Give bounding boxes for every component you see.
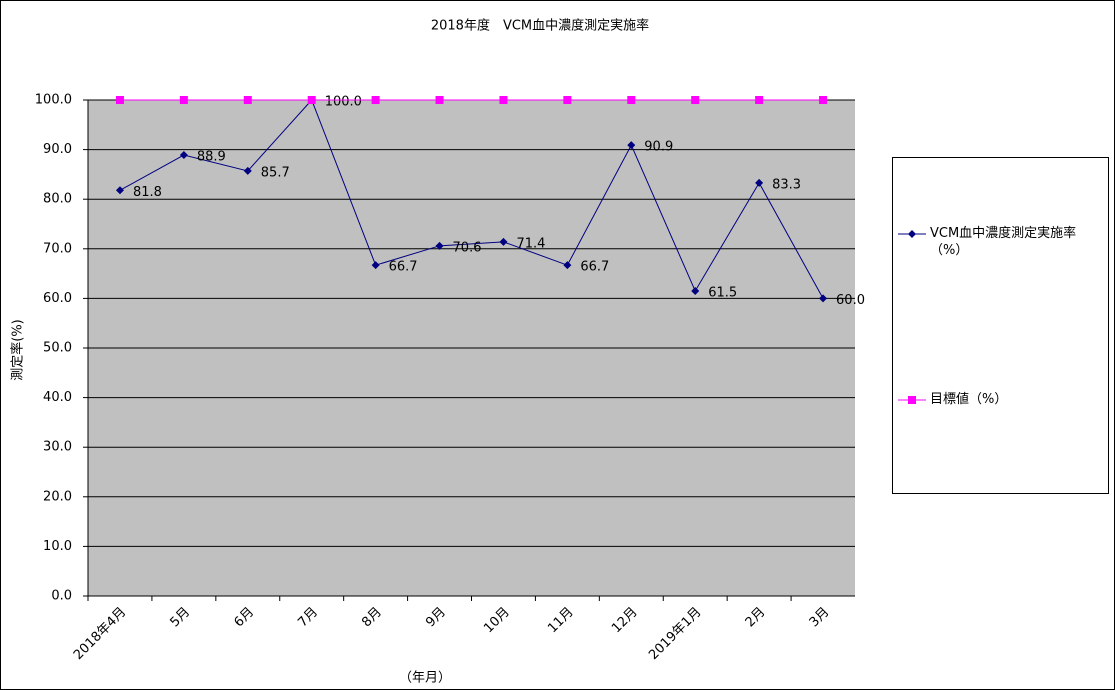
point <box>179 151 188 160</box>
y-tick-label: 90.0 <box>43 142 72 157</box>
point <box>627 96 636 104</box>
point <box>243 96 252 104</box>
legend-item: 目標値（%） <box>930 392 1008 407</box>
y-tick-label: 40.0 <box>43 390 72 405</box>
y-tick-label: 100.0 <box>35 93 72 108</box>
legend-label: 目標値（%） <box>930 392 1008 407</box>
y-axis-label: 測定率(%) <box>10 319 26 381</box>
data-label: 66.7 <box>389 260 418 275</box>
data-label: 85.7 <box>261 165 290 180</box>
point <box>819 294 828 303</box>
y-tick-label: 0.0 <box>51 589 72 604</box>
data-label: 88.9 <box>197 150 226 165</box>
point <box>371 261 380 270</box>
point <box>563 96 572 104</box>
data-label: 70.6 <box>453 240 482 255</box>
point <box>499 237 508 246</box>
line <box>119 99 824 299</box>
point <box>179 96 188 104</box>
legend-box <box>892 157 1109 494</box>
legend-label: VCM血中濃度測定実施率（%） <box>930 226 1077 258</box>
point <box>499 96 508 104</box>
y-tick-label: 50.0 <box>43 341 72 356</box>
data-label: 71.4 <box>516 236 545 251</box>
data-label: 60.0 <box>836 293 865 308</box>
point <box>691 286 700 295</box>
point <box>435 241 444 250</box>
point <box>243 166 252 175</box>
y-tick-label: 10.0 <box>43 539 72 554</box>
point <box>755 178 764 187</box>
point <box>563 261 572 270</box>
point <box>819 96 828 104</box>
data-label: 100.0 <box>325 95 362 110</box>
point <box>307 96 316 104</box>
data-label: 61.5 <box>708 285 737 300</box>
data-label: 83.3 <box>772 177 801 192</box>
y-tick-label: 80.0 <box>43 192 72 207</box>
y-tick-label: 70.0 <box>43 241 72 256</box>
point <box>115 96 124 104</box>
data-label: 90.9 <box>644 140 673 155</box>
point <box>691 96 700 104</box>
point <box>755 96 764 104</box>
y-tick-label: 60.0 <box>43 291 72 306</box>
point <box>115 186 124 195</box>
point <box>371 96 380 104</box>
point <box>627 141 636 150</box>
y-tick-label: 20.0 <box>43 489 72 504</box>
x-axis-label: （年月） <box>399 671 451 686</box>
point <box>908 396 916 404</box>
data-label: 81.8 <box>133 185 162 200</box>
point <box>435 96 444 104</box>
data-label: 66.7 <box>580 260 609 275</box>
chart-title: 2018年度 VCM血中濃度測定実施率 <box>431 18 649 34</box>
legend-item: VCM血中濃度測定実施率（%） <box>930 226 1077 258</box>
point <box>908 230 916 238</box>
y-tick-label: 30.0 <box>43 440 72 455</box>
